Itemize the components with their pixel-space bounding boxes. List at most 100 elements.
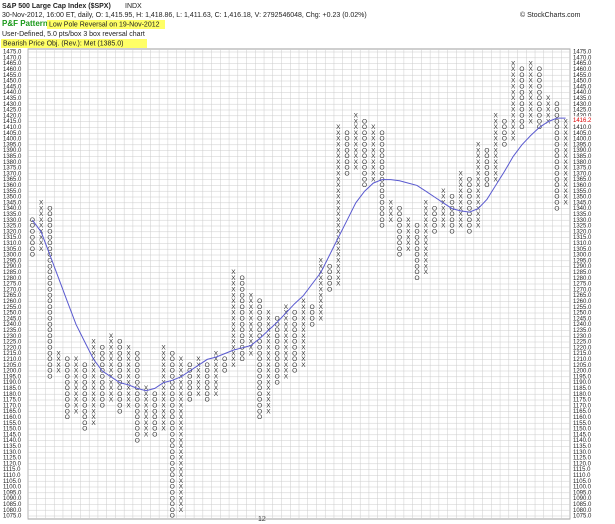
box-glyph: O bbox=[82, 379, 87, 386]
box-glyph: X bbox=[476, 217, 481, 224]
box-glyph: X bbox=[56, 350, 61, 357]
box-glyph: O bbox=[257, 321, 262, 328]
box-glyph: O bbox=[152, 426, 157, 433]
box-glyph: X bbox=[161, 385, 166, 392]
y-tick-label: 1300.0 bbox=[573, 253, 592, 259]
box-glyph: O bbox=[484, 171, 489, 178]
y-tick-label: 1145.0 bbox=[573, 432, 592, 438]
box-glyph: X bbox=[284, 350, 289, 357]
y-tick-label: 1215.0 bbox=[573, 351, 592, 357]
box-glyph: X bbox=[528, 118, 533, 125]
box-glyph: X bbox=[91, 397, 96, 404]
box-glyph: O bbox=[240, 281, 245, 288]
box-glyph: O bbox=[170, 350, 175, 357]
box-glyph: X bbox=[389, 217, 394, 224]
box-glyph: O bbox=[414, 223, 419, 230]
box-glyph: X bbox=[511, 95, 516, 102]
box-glyph: O bbox=[292, 321, 297, 328]
box-glyph: X bbox=[528, 107, 533, 114]
y-tick-label: 1180.0 bbox=[3, 392, 22, 398]
box-glyph: X bbox=[301, 310, 306, 317]
box-glyph: X bbox=[74, 391, 79, 398]
box-glyph: X bbox=[563, 153, 568, 160]
box-glyph: O bbox=[82, 368, 87, 375]
box-glyph: O bbox=[467, 217, 472, 224]
box-glyph: O bbox=[554, 205, 559, 212]
y-tick-label: 1205.0 bbox=[3, 363, 22, 369]
box-glyph: O bbox=[554, 130, 559, 137]
box-glyph: X bbox=[161, 414, 166, 421]
box-glyph: O bbox=[47, 356, 52, 363]
box-glyph: O bbox=[519, 107, 524, 114]
box-glyph: X bbox=[563, 200, 568, 207]
box-glyph: O bbox=[345, 142, 350, 149]
box-glyph: X bbox=[511, 130, 516, 137]
y-tick-label: 1160.0 bbox=[3, 415, 22, 421]
y-tick-label: 1405.0 bbox=[3, 131, 22, 137]
y-tick-label: 1400.0 bbox=[3, 137, 22, 143]
box-glyph: X bbox=[231, 356, 236, 363]
box-glyph: O bbox=[170, 490, 175, 497]
box-glyph: O bbox=[240, 310, 245, 317]
box-glyph: O bbox=[170, 397, 175, 404]
box-glyph: X bbox=[39, 223, 44, 230]
y-tick-label: 1470.0 bbox=[573, 55, 592, 61]
box-glyph: X bbox=[406, 217, 411, 224]
box-glyph: X bbox=[109, 345, 114, 352]
box-glyph: O bbox=[117, 345, 122, 352]
box-glyph: O bbox=[432, 205, 437, 212]
box-glyph: O bbox=[47, 246, 52, 253]
box-glyph: X bbox=[301, 356, 306, 363]
box-glyph: O bbox=[152, 391, 157, 398]
box-glyph: X bbox=[336, 147, 341, 154]
box-glyph: X bbox=[91, 414, 96, 421]
box-glyph: X bbox=[74, 403, 79, 410]
y-tick-label: 1345.0 bbox=[573, 200, 592, 206]
y-tick-label: 1315.0 bbox=[573, 235, 592, 241]
box-glyph: X bbox=[231, 292, 236, 299]
box-glyph: O bbox=[502, 136, 507, 143]
box-glyph: X bbox=[424, 211, 429, 218]
y-tick-label: 1160.0 bbox=[573, 415, 592, 421]
box-glyph: O bbox=[170, 495, 175, 502]
box-glyph: X bbox=[39, 234, 44, 241]
y-tick-label: 1405.0 bbox=[573, 131, 592, 137]
y-tick-label: 1095.0 bbox=[573, 490, 592, 496]
box-glyph: X bbox=[494, 147, 499, 154]
box-glyph: O bbox=[30, 246, 35, 253]
box-glyph: X bbox=[336, 188, 341, 195]
box-glyph: X bbox=[336, 269, 341, 276]
y-tick-label: 1090.0 bbox=[573, 496, 592, 502]
box-glyph: O bbox=[100, 356, 105, 363]
box-glyph: O bbox=[152, 414, 157, 421]
box-glyph: O bbox=[47, 310, 52, 317]
y-tick-label: 1350.0 bbox=[573, 195, 592, 201]
y-tick-label: 1360.0 bbox=[3, 183, 22, 189]
box-glyph: O bbox=[205, 374, 210, 381]
box-glyph: O bbox=[554, 101, 559, 108]
y-tick-label: 1460.0 bbox=[3, 67, 22, 73]
y-tick-label: 1255.0 bbox=[573, 305, 592, 311]
box-glyph: X bbox=[109, 362, 114, 369]
box-glyph: O bbox=[47, 234, 52, 241]
box-glyph: O bbox=[275, 368, 280, 375]
box-glyph: O bbox=[47, 263, 52, 270]
box-glyph: X bbox=[528, 95, 533, 102]
box-glyph: X bbox=[563, 176, 568, 183]
box-glyph: O bbox=[484, 159, 489, 166]
box-glyph: X bbox=[563, 147, 568, 154]
y-tick-label: 1115.0 bbox=[3, 467, 21, 473]
box-glyph: O bbox=[187, 362, 192, 369]
box-glyph: X bbox=[336, 159, 341, 166]
box-glyph: O bbox=[554, 136, 559, 143]
